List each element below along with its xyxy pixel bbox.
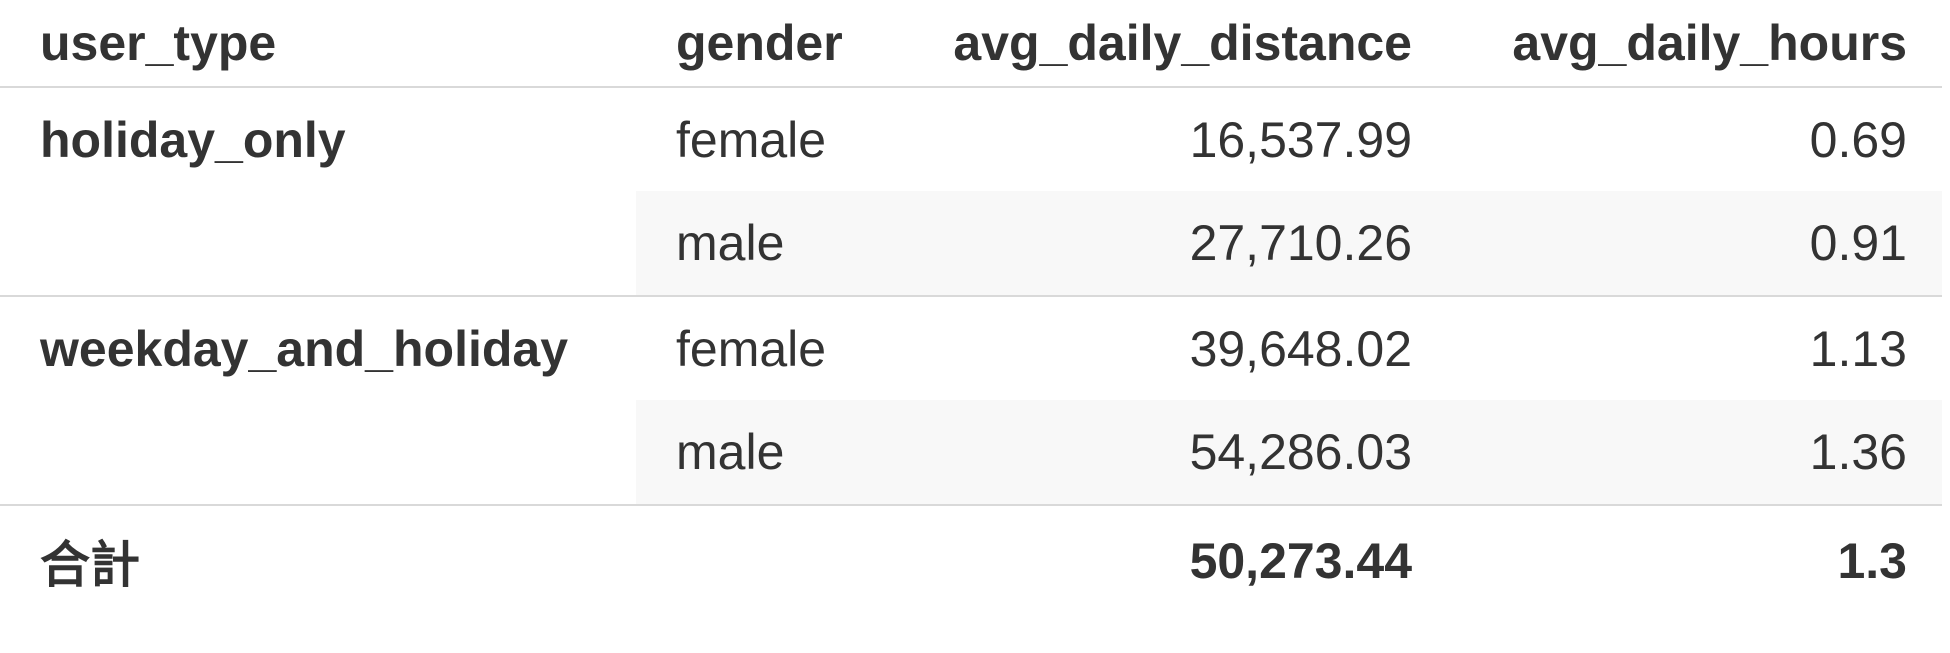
column-header-avg-daily-distance: avg_daily_distance: [953, 15, 1412, 71]
gender-cell: female: [676, 320, 827, 377]
table-row: weekday_and_holiday female 39,648.02 1.1…: [0, 297, 1950, 400]
user-type-cell: weekday_and_holiday: [40, 320, 569, 377]
table-row: male 54,286.03 1.36: [0, 400, 1950, 504]
column-header-gender: gender: [676, 15, 843, 71]
row-divider: [0, 295, 1942, 297]
avg-daily-hours-cell: 1.13: [1809, 320, 1907, 377]
gender-cell: male: [676, 424, 785, 480]
column-header-avg-daily-hours: avg_daily_hours: [1512, 15, 1907, 71]
user-type-cell: holiday_only: [40, 111, 346, 168]
column-header-user-type: user_type: [40, 15, 277, 71]
avg-daily-distance-cell: 27,710.26: [1189, 215, 1412, 271]
gender-cell: male: [676, 215, 785, 271]
row-stripe: [636, 191, 1942, 295]
avg-daily-hours-cell: 0.91: [1809, 215, 1907, 271]
total-avg-daily-hours: 1.3: [1837, 533, 1907, 589]
total-label: 合計: [40, 537, 140, 593]
avg-daily-hours-cell: 1.36: [1809, 424, 1907, 480]
table-header-row: user_type gender avg_daily_distance avg_…: [0, 0, 1950, 86]
row-divider: [0, 504, 1942, 506]
table-row: male 27,710.26 0.91: [0, 191, 1950, 295]
row-stripe: [636, 400, 1942, 504]
avg-daily-distance-cell: 16,537.99: [1189, 111, 1412, 168]
avg-daily-hours-cell: 0.69: [1809, 111, 1907, 168]
summary-table: user_type gender avg_daily_distance avg_…: [0, 0, 1950, 616]
avg-daily-distance-cell: 54,286.03: [1189, 424, 1412, 480]
total-row: 合計 50,273.44 1.3: [0, 506, 1950, 616]
total-avg-daily-distance: 50,273.44: [1189, 533, 1412, 589]
row-divider: [0, 86, 1942, 88]
table-row: holiday_only female 16,537.99 0.69: [0, 88, 1950, 191]
gender-cell: female: [676, 111, 827, 168]
avg-daily-distance-cell: 39,648.02: [1189, 320, 1412, 377]
